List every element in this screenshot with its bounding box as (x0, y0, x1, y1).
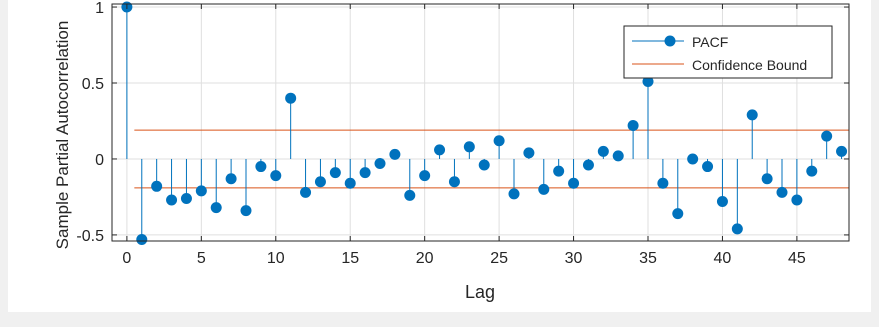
pacf-stems (121, 1, 848, 245)
pacf-marker (791, 194, 803, 206)
pacf-marker (806, 165, 818, 177)
x-axis-label: Lag (465, 282, 495, 302)
x-tick-label: 30 (565, 250, 583, 267)
pacf-marker (627, 120, 639, 132)
pacf-marker (523, 147, 535, 159)
x-tick-label: 20 (416, 250, 434, 267)
pacf-marker (359, 167, 371, 179)
legend-pacf-marker (664, 35, 676, 47)
pacf-marker (195, 185, 207, 197)
pacf-marker (285, 92, 297, 104)
pacf-marker (136, 233, 148, 245)
y-tick-label: 1 (95, 0, 104, 17)
pacf-marker (300, 186, 312, 198)
pacf-marker (463, 141, 475, 153)
pacf-marker (538, 183, 550, 195)
legend[interactable]: PACF Confidence Bound (623, 25, 833, 79)
pacf-marker (568, 177, 580, 189)
y-axis-label: Sample Partial Autocorrelation (53, 21, 72, 250)
confidence-bounds (134, 129, 849, 189)
x-tick-label: 40 (714, 250, 732, 267)
pacf-marker (761, 173, 773, 185)
pacf-marker (270, 170, 282, 182)
pacf-marker (642, 75, 654, 87)
pacf-marker (672, 208, 684, 220)
pacf-marker (344, 177, 356, 189)
pacf-marker (210, 202, 222, 214)
pacf-marker (419, 170, 431, 182)
pacf-marker (329, 167, 341, 179)
pacf-marker (166, 194, 178, 206)
pacf-marker (702, 161, 714, 173)
y-tick-label: -0.5 (76, 228, 104, 245)
pacf-marker (389, 148, 401, 160)
pacf-marker (404, 189, 416, 201)
pacf-marker (582, 159, 594, 171)
pacf-marker (687, 153, 699, 165)
pacf-marker (434, 144, 446, 156)
x-tick-label: 45 (788, 250, 806, 267)
axis-ticks: 0 5 10 15 20 25 30 35 40 45 -0.5 0 0.5 1 (76, 0, 849, 267)
pacf-marker (508, 188, 520, 200)
pacf-marker (553, 165, 565, 177)
pacf-marker (240, 205, 252, 217)
pacf-marker (448, 176, 460, 188)
pacf-marker (716, 196, 728, 207)
pacf-marker (746, 109, 758, 121)
pacf-marker (374, 158, 386, 170)
x-tick-label: 35 (639, 250, 657, 267)
x-tick-label: 25 (490, 250, 508, 267)
y-tick-label: 0 (95, 152, 104, 169)
x-tick-label: 15 (341, 250, 359, 267)
legend-box (623, 25, 833, 79)
pacf-marker (657, 177, 669, 189)
pacf-marker (225, 173, 237, 185)
pacf-marker (180, 192, 192, 204)
pacf-marker (255, 161, 267, 173)
x-tick-label: 10 (267, 250, 285, 267)
pacf-marker (597, 145, 609, 157)
plot-area-frame (111, 3, 850, 242)
pacf-marker (776, 186, 788, 198)
pacf-marker (731, 223, 743, 235)
pacf-marker (836, 145, 848, 157)
pacf-marker (612, 150, 624, 162)
legend-bound-label: Confidence Bound (692, 57, 807, 73)
x-tick-label: 0 (122, 250, 131, 267)
x-tick-label: 5 (197, 250, 206, 267)
pacf-marker (493, 135, 505, 147)
pacf-marker (478, 159, 490, 171)
pacf-marker (821, 130, 833, 142)
pacf-marker (151, 180, 163, 192)
pacf-marker (314, 176, 326, 188)
legend-pacf-label: PACF (692, 34, 728, 50)
y-tick-label: 0.5 (82, 76, 104, 93)
